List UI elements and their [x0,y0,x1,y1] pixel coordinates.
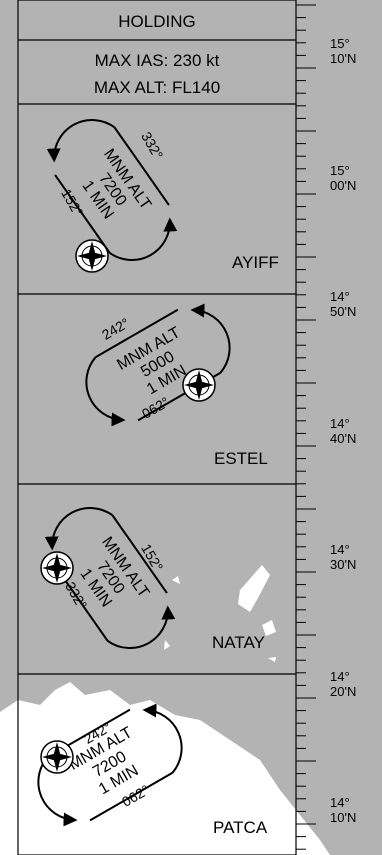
fix-symbol [40,551,74,585]
latitude-label: 20'N [330,684,356,699]
fix-symbol [75,239,109,273]
island [164,565,276,662]
fix-symbol [40,740,74,774]
racetrack [54,126,170,254]
racetrack [37,756,78,827]
latitude-label: 40'N [330,431,356,446]
racetrack [108,217,178,261]
fix-name: AYIFF [232,253,279,272]
racetrack [106,605,176,649]
latitude-label: 14° [330,289,350,304]
racetrack [46,119,116,163]
latitude-label: 14° [330,416,350,431]
latitude-label: 14° [330,669,350,684]
latitude-label: 14° [330,795,350,810]
racetrack [190,303,231,374]
latitude-label: 15° [330,36,350,51]
racetrack [44,507,114,551]
racetrack [142,703,183,774]
fix-name: PATCA [213,818,268,837]
header-title: HOLDING [118,12,195,31]
latitude-label: 15° [330,163,350,178]
latitude-label: 14° [330,542,350,557]
latitude-label: 50'N [330,304,356,319]
fix-symbol [182,368,216,402]
latitude-label: 30'N [330,557,356,572]
racetrack [85,356,126,427]
speed-limit: MAX IAS: 230 kt [95,51,220,70]
fix-name: ESTEL [214,449,268,468]
fix-name: NATAY [212,633,265,652]
latitude-label: 10'N [330,810,356,825]
altitude-limit: MAX ALT: FL140 [94,78,220,97]
land [0,682,330,855]
latitude-label: 10'N [330,51,356,66]
latitude-label: 00'N [330,178,356,193]
